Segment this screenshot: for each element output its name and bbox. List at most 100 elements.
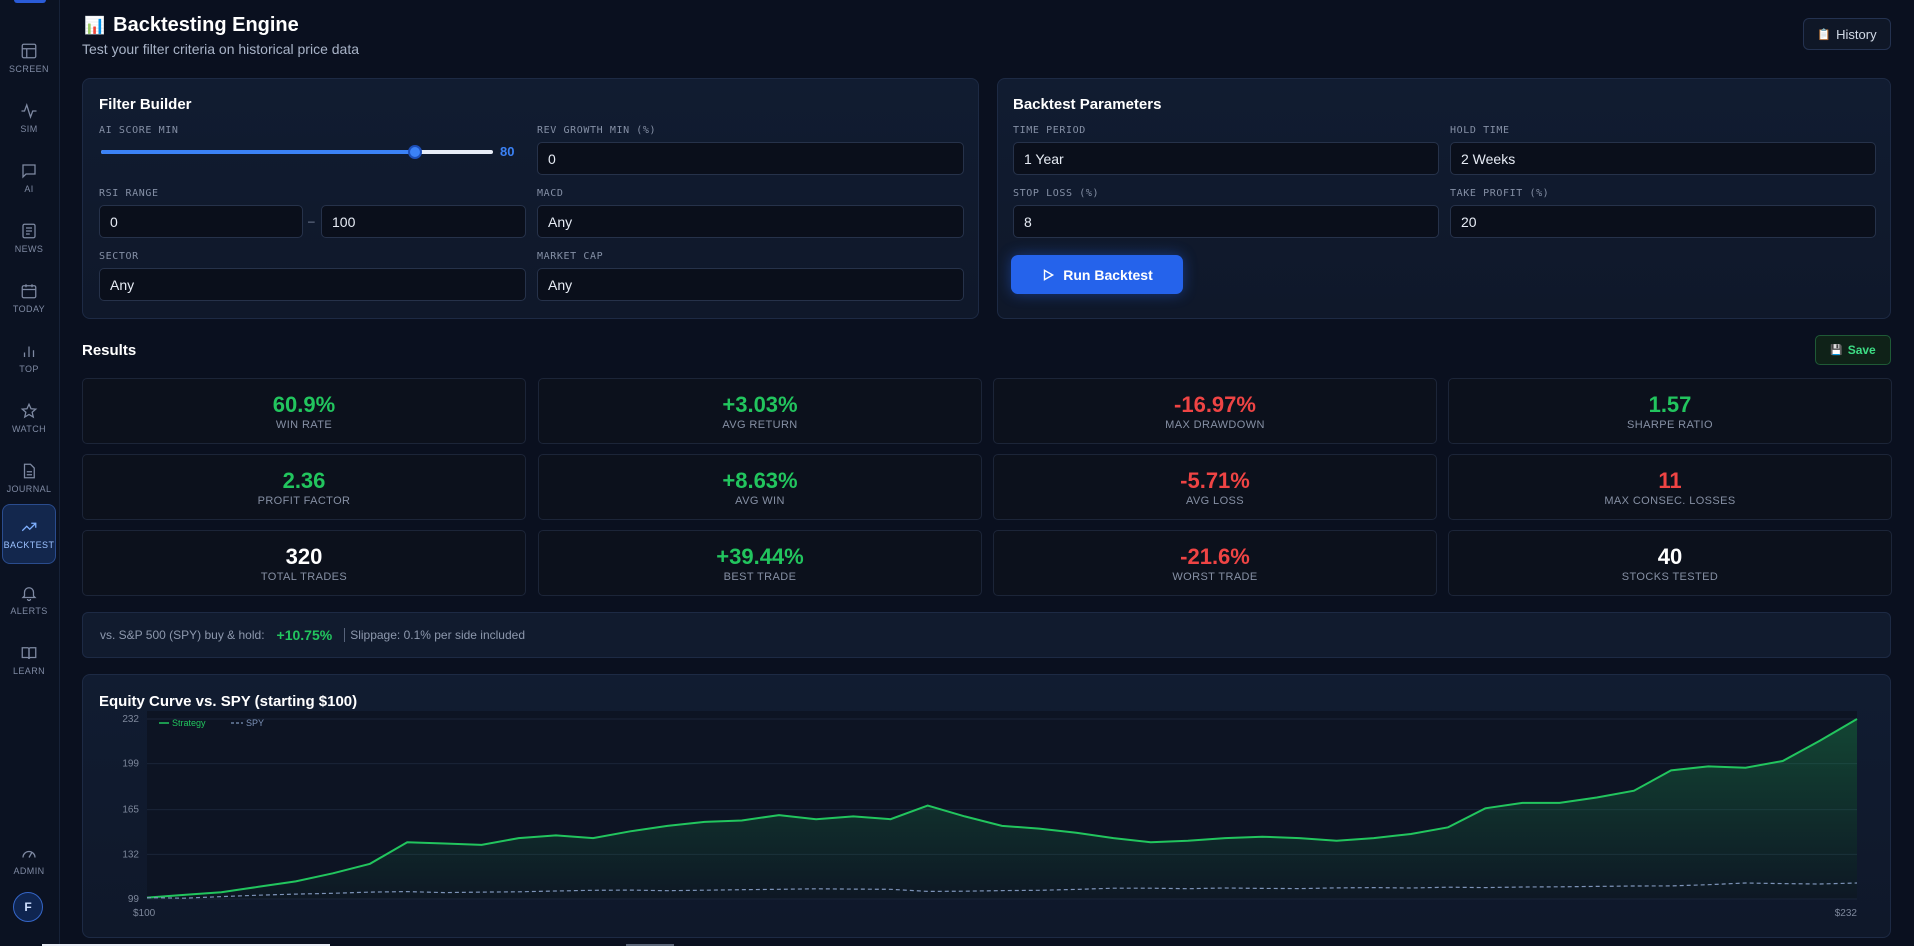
equity-chart-panel: Equity Curve vs. SPY (starting $100) 232… [82, 674, 1891, 938]
y-tick-label: 99 [128, 894, 140, 905]
stat-label: WIN RATE [275, 418, 333, 431]
rsi-max-input[interactable]: 100 [321, 205, 526, 238]
stat-label: PROFIT FACTOR [257, 494, 351, 507]
sidebar-item-today[interactable]: TODAY [2, 270, 56, 326]
take-profit-input[interactable]: 20 [1450, 205, 1876, 238]
stat-value: -5.71% [1180, 467, 1250, 493]
save-icon: 💾 [1830, 344, 1843, 356]
clipboard-icon: 📋 [1817, 28, 1832, 41]
stat-card-profit-factor: 2.36 PROFIT FACTOR [82, 454, 526, 520]
macd-label: MACD [537, 188, 564, 199]
sidebar-item-learn[interactable]: LEARN [2, 632, 56, 688]
stat-value: 40 [1657, 543, 1683, 569]
legend-spy-label: SPY [246, 718, 264, 728]
sidebar-item-backtest[interactable]: BACKTEST [2, 504, 56, 564]
trending-up-icon [21, 522, 37, 532]
sidebar-item-ai[interactable]: AI [2, 150, 56, 206]
strategy-area [147, 719, 1857, 899]
play-icon [1044, 268, 1055, 281]
scrollbar-thumb[interactable] [42, 944, 330, 946]
sector-select[interactable]: Any [99, 268, 526, 301]
market-cap-label: MARKET CAP [537, 251, 604, 262]
rev-growth-input[interactable]: 0 [537, 142, 964, 175]
stat-label: TOTAL TRADES [260, 570, 348, 583]
market-cap-select[interactable]: Any [537, 268, 964, 301]
page-title-text: Backtesting Engine [113, 14, 299, 36]
gauge-icon [22, 850, 36, 858]
stat-card-win-rate: 60.9% WIN RATE [82, 378, 526, 444]
rsi-range-separator: – [308, 214, 315, 228]
sidebar-item-sim[interactable]: SIM [2, 90, 56, 146]
macd-select[interactable]: Any [537, 205, 964, 238]
book-icon [21, 647, 37, 660]
stat-card-avg-win: +8.63% AVG WIN [538, 454, 982, 520]
stat-value: -16.97% [1174, 391, 1256, 417]
y-tick-label: 199 [122, 759, 139, 770]
stat-label: SHARPE RATIO [1627, 418, 1713, 431]
rsi-range-label: RSI RANGE [99, 188, 159, 199]
stop-loss-input[interactable]: 8 [1013, 205, 1439, 238]
sidebar-item-screen[interactable]: SCREEN [2, 30, 56, 86]
layout-icon [21, 43, 37, 59]
legend-strategy-label: Strategy [172, 718, 206, 728]
run-backtest-label: Run Backtest [1063, 266, 1153, 283]
sidebar-item-alerts[interactable]: ALERTS [2, 572, 56, 628]
spy-comparison-label: vs. S&P 500 (SPY) buy & hold: [100, 628, 265, 642]
stat-value: 2.36 [282, 467, 326, 493]
ai-score-slider-thumb[interactable] [407, 145, 422, 159]
backtest-parameters-panel: Backtest Parameters TIME PERIOD 1 Year H… [997, 78, 1891, 319]
stat-value: 320 [285, 543, 323, 569]
avatar[interactable]: F [13, 892, 43, 922]
stat-label: WORST TRADE [1172, 570, 1258, 583]
history-button[interactable]: 📋 History [1803, 18, 1891, 50]
chart-title: Equity Curve vs. SPY (starting $100) [99, 693, 358, 710]
bar-chart-emoji-icon: 📊 [84, 15, 106, 35]
sidebar-item-top[interactable]: TOP [2, 330, 56, 386]
newspaper-icon [22, 223, 36, 239]
time-period-select[interactable]: 1 Year [1013, 142, 1439, 175]
hold-time-select[interactable]: 2 Weeks [1450, 142, 1876, 175]
sidebar-item-label: NEWS [14, 244, 44, 254]
take-profit-label: TAKE PROFIT (%) [1450, 188, 1550, 199]
stat-value: -21.6% [1180, 543, 1250, 569]
scrollbar-marker [626, 944, 674, 946]
stat-label: MAX DRAWDOWN [1165, 418, 1265, 431]
sidebar-item-watch[interactable]: WATCH [2, 390, 56, 446]
stat-value: 1.57 [1648, 391, 1692, 417]
sidebar-item-label: SIM [20, 124, 38, 134]
time-period-label: TIME PERIOD [1013, 125, 1086, 136]
sidebar-item-label: WATCH [12, 424, 46, 434]
ai-score-value: 80 [500, 144, 515, 159]
rsi-min-input[interactable]: 0 [99, 205, 303, 238]
equity-chart: 232 199 165 132 99 $100 $232 Strategy SPY [122, 711, 1858, 919]
stat-label: MAX CONSEC. LOSSES [1604, 494, 1736, 507]
sidebar-item-news[interactable]: NEWS [2, 210, 56, 266]
stat-label: AVG WIN [735, 494, 785, 507]
stat-card-total-trades: 320 TOTAL TRADES [82, 530, 526, 596]
page-title: 📊 Backtesting Engine [84, 14, 299, 37]
stat-value: +3.03% [722, 391, 798, 417]
results-title: Results [82, 342, 137, 359]
sidebar-item-admin[interactable]: ADMIN [2, 832, 56, 888]
sidebar-item-journal[interactable]: JOURNAL [2, 450, 56, 506]
stat-value: 60.9% [272, 391, 336, 417]
stat-value: +8.63% [722, 467, 798, 493]
stop-loss-label: STOP LOSS (%) [1013, 188, 1100, 199]
y-tick-label: 165 [122, 805, 139, 816]
save-button[interactable]: 💾 Save [1815, 335, 1891, 365]
x-end-label: $232 [1835, 908, 1858, 919]
sidebar-item-label: ADMIN [13, 866, 45, 876]
sidebar-item-label: ALERTS [10, 606, 48, 616]
sidebar-item-label: JOURNAL [6, 484, 52, 494]
calendar-icon [21, 284, 37, 299]
filter-builder-panel: Filter Builder AI SCORE MIN 80 REV GROWT… [82, 78, 979, 319]
ai-score-slider[interactable] [101, 150, 493, 154]
save-button-label: Save [1847, 343, 1876, 357]
stat-value: +39.44% [716, 543, 804, 569]
sidebar-item-label: LEARN [12, 666, 45, 676]
sidebar-top-indicator [14, 0, 46, 3]
page-subtitle: Test your filter criteria on historical … [82, 41, 359, 57]
stat-card-avg-return: +3.03% AVG RETURN [538, 378, 982, 444]
spy-comparison-bar: vs. S&P 500 (SPY) buy & hold: +10.75% Sl… [82, 612, 1891, 658]
run-backtest-button[interactable]: Run Backtest [1011, 255, 1183, 294]
